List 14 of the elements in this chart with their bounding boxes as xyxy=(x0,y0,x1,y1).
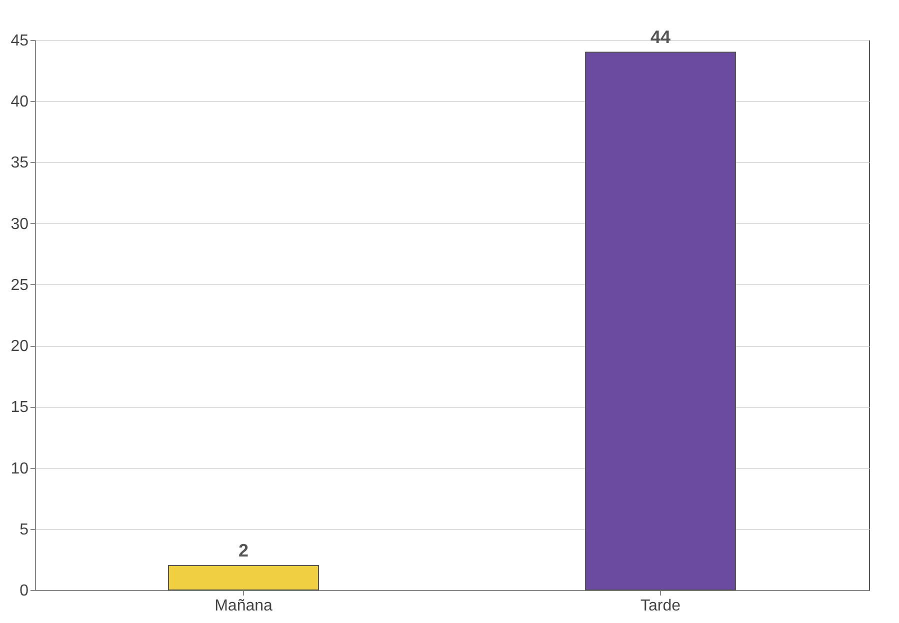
y-tick-label: 45 xyxy=(10,32,29,50)
y-tick-label: 30 xyxy=(10,216,29,233)
y-tick-label: 5 xyxy=(20,521,29,538)
y-tick-label: 0 xyxy=(20,582,29,600)
data-label: 2 xyxy=(238,540,249,561)
y-tick-label: 20 xyxy=(10,338,29,356)
y-tick-label: 15 xyxy=(10,399,29,416)
x-tick-label: Mañana xyxy=(214,598,273,614)
data-label: 44 xyxy=(650,27,671,48)
x-tick-label: Tarde xyxy=(640,598,681,614)
y-tick-label: 40 xyxy=(10,94,29,111)
y-tick-label: 10 xyxy=(10,460,29,478)
y-tick-label: 25 xyxy=(10,276,29,294)
y-tick-label: 35 xyxy=(10,154,29,172)
